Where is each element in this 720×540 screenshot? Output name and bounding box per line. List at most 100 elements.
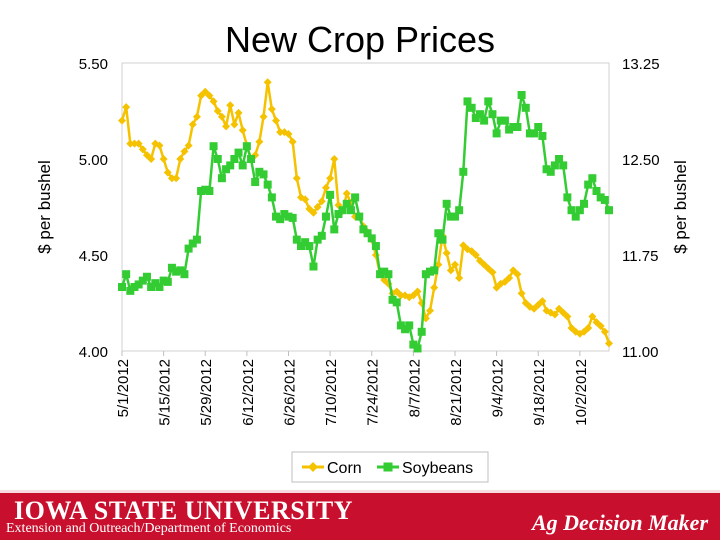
corn-point-87	[480, 260, 489, 269]
soybeans-point-6	[142, 272, 151, 281]
corn-point-101	[538, 297, 547, 306]
soybeans-point-86	[475, 110, 484, 119]
corn-point-0	[118, 116, 126, 125]
x-tick-label-10: 9/18/2012	[531, 359, 548, 426]
soybeans-point-45	[305, 242, 314, 251]
soybeans-point-100	[534, 123, 543, 131]
corn-point-42	[292, 174, 301, 183]
corn-point-23	[213, 107, 222, 115]
soybeans-point-102	[542, 165, 551, 174]
corn-point-67	[396, 291, 405, 300]
soybeans-point-40	[284, 212, 293, 221]
soybeans-point-113	[588, 174, 597, 183]
soybeans-point-29	[238, 161, 247, 170]
soybeans-point-49	[321, 212, 330, 221]
soybeans-point-109	[571, 212, 580, 221]
soybeans-point-32	[251, 178, 260, 187]
soybeans-point-2	[126, 286, 135, 295]
corn-point-14	[176, 155, 185, 163]
x-tick-label-4: 6/26/2012	[281, 359, 298, 426]
soybeans-point-22	[209, 142, 218, 151]
corn-point-4	[134, 139, 143, 148]
corn-point-51	[330, 155, 339, 163]
x-tick-label-9: 9/4/2012	[490, 359, 507, 417]
soybeans-point-30	[242, 142, 251, 151]
soybeans-point-75	[430, 266, 439, 275]
soybeans-point-55	[346, 206, 355, 215]
corn-point-108	[567, 323, 576, 332]
soybeans-point-112	[584, 180, 593, 189]
soybeans-point-14	[176, 266, 185, 275]
corn-point-93	[505, 274, 514, 283]
soybeans-point-37	[272, 212, 281, 221]
soybeans-point-96	[517, 91, 526, 99]
corn-point-41	[288, 137, 297, 146]
soybeans-point-77	[438, 235, 447, 244]
soybeans-point-51	[330, 225, 339, 234]
corn-point-78	[442, 249, 451, 258]
corn-point-10	[159, 155, 168, 163]
soybeans-point-54	[342, 199, 351, 208]
soybeans-point-85	[471, 114, 480, 123]
corn-point-7	[147, 155, 156, 163]
corn-point-44	[301, 195, 310, 204]
soybeans-point-56	[351, 193, 360, 202]
legend: Corn Soybeans	[291, 451, 489, 483]
soybeans-point-28	[234, 148, 243, 157]
corn-point-111	[580, 327, 589, 336]
soybeans-point-17	[188, 239, 197, 248]
corn-point-46	[309, 208, 318, 217]
soybeans-point-90	[492, 129, 501, 138]
soybeans-point-7	[147, 283, 156, 291]
soybeans-point-48	[317, 231, 326, 240]
soybeans-point-95	[513, 123, 522, 131]
soybeans-point-92	[500, 116, 509, 125]
corn-point-5	[138, 145, 147, 154]
x-tick-label-6: 7/24/2012	[365, 359, 382, 426]
corn-point-114	[592, 318, 601, 327]
corn-point-21	[205, 91, 214, 100]
corn-point-116	[600, 327, 609, 336]
corn-point-47	[313, 203, 322, 211]
corn-point-106	[559, 308, 568, 317]
soybeans-point-20	[201, 185, 210, 194]
y-tick-right-1: 11.75	[622, 248, 658, 265]
soybeans-point-50	[326, 190, 335, 199]
y-tick-left-1: 4.50	[79, 248, 108, 265]
footer-divider	[0, 490, 720, 493]
soybeans-point-34	[259, 170, 268, 179]
soybeans-point-71	[413, 344, 422, 353]
soybeans-point-74	[426, 267, 435, 276]
soybeans-point-87	[480, 116, 489, 125]
corn-point-48	[317, 197, 326, 206]
corn-point-49	[321, 183, 330, 192]
corn-point-79	[446, 266, 455, 275]
corn-point-70	[409, 291, 418, 300]
corn-point-16	[184, 141, 193, 150]
soybeans-point-81	[455, 206, 464, 215]
corn-point-94	[509, 266, 518, 275]
soybeans-point-1	[122, 270, 131, 279]
soybeans-point-16	[184, 244, 193, 253]
corn-point-33	[255, 137, 264, 146]
corn-point-1	[122, 103, 131, 112]
soybeans-point-26	[226, 161, 235, 170]
soybeans-point-67	[396, 321, 405, 330]
y-tick-right-3: 13.25	[622, 56, 660, 73]
corn-point-100	[534, 300, 543, 309]
soybeans-point-105	[555, 155, 564, 163]
soybeans-point-35	[263, 180, 272, 189]
corn-point-25	[222, 122, 231, 131]
soybeans-point-53	[338, 206, 347, 215]
university-logo-text: IOWA STATE UNIVERSITY	[14, 496, 353, 525]
soybeans-point-106	[559, 161, 568, 170]
corn-point-66	[392, 287, 401, 296]
soybeans-point-24	[217, 174, 226, 183]
y-tick-left-3: 5.50	[79, 56, 108, 73]
corn-point-99	[530, 304, 539, 313]
soybeans-point-89	[488, 110, 497, 119]
chart-title: New Crop Prices	[225, 19, 495, 60]
soybeans-point-9	[155, 283, 164, 291]
corn-point-113	[588, 312, 597, 321]
corn-point-13	[172, 174, 181, 183]
